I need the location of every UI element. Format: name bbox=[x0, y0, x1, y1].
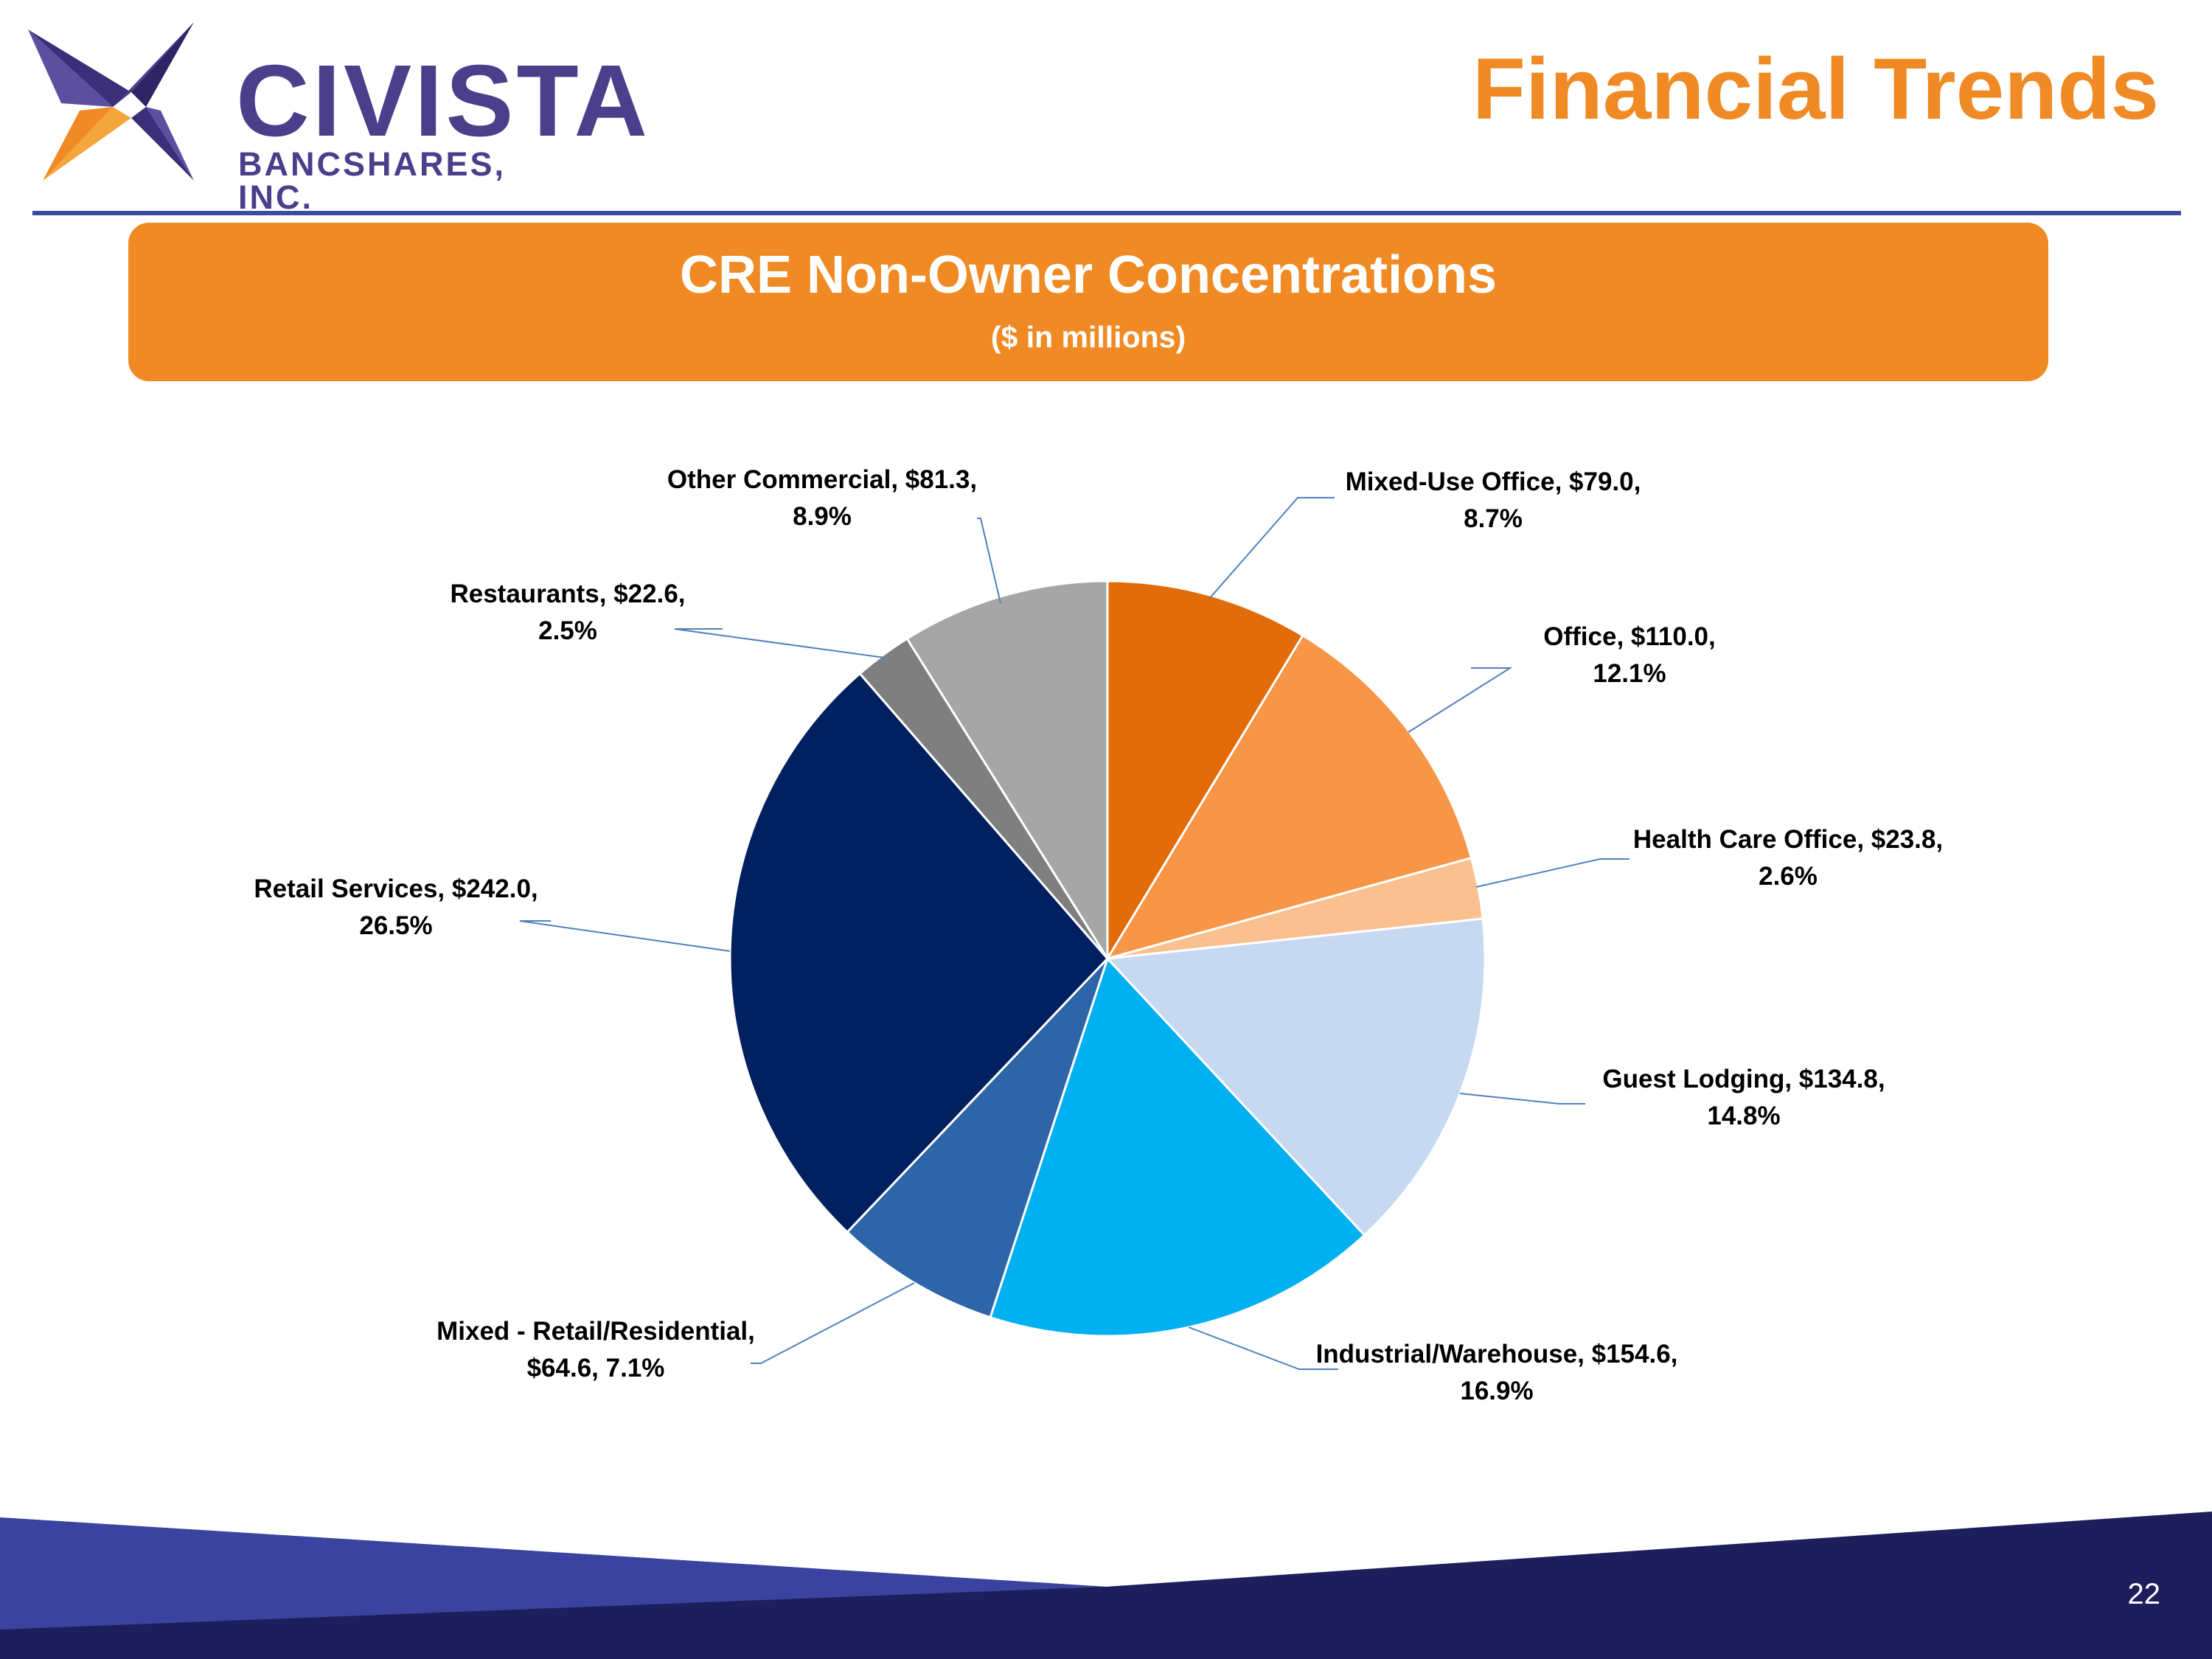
pie-slice-office bbox=[1105, 633, 1473, 961]
page-title: Financial Trends bbox=[1472, 41, 2159, 138]
leader-line bbox=[1408, 667, 1513, 733]
pie-slice-mixed-use-office bbox=[1106, 580, 1304, 963]
footer-band bbox=[0, 1512, 2212, 1659]
chart-title-banner: CRE Non-Owner Concentrations ($ in milli… bbox=[128, 223, 2048, 381]
leader-line bbox=[1459, 1093, 1585, 1105]
logo-star-icon bbox=[28, 22, 194, 181]
chart-subtitle: ($ in millions) bbox=[990, 320, 1186, 354]
data-label: Other Commercial, $81.3, 8.9% bbox=[667, 465, 977, 531]
pie-slice-industrial-warehouse bbox=[989, 956, 1366, 1338]
leader-line bbox=[751, 1282, 915, 1364]
footer-band-mid bbox=[0, 1517, 1106, 1630]
leader-line bbox=[519, 920, 731, 952]
data-label: Industrial/Warehouse, $154.6, 16.9% bbox=[1316, 1340, 1678, 1405]
pie-slice-retail-services bbox=[728, 672, 1110, 1234]
logo-wordmark: CIVISTA bbox=[236, 44, 651, 158]
data-label: Health Care Office, $23.8, 2.6% bbox=[1633, 825, 1943, 891]
data-label: Mixed - Retail/Residential, $64.6, 7.1% bbox=[437, 1317, 755, 1382]
footer-band-dark bbox=[0, 1512, 2212, 1659]
page-number: 22 bbox=[2127, 1578, 2161, 1610]
logo-subtitle: BANCSHARES, INC. bbox=[238, 145, 507, 216]
leader-line bbox=[1188, 1326, 1338, 1370]
data-label: Office, $110.0, 12.1% bbox=[1543, 622, 1715, 688]
header-divider bbox=[32, 211, 2181, 215]
pie-chart: Mixed-Use Office, $79.0, 8.7% Office, $110… bbox=[254, 465, 1943, 1405]
leader-line bbox=[674, 628, 886, 658]
chart-title: CRE Non-Owner Concentrations bbox=[679, 246, 1498, 305]
pie-slice-guest-lodging bbox=[1105, 917, 1486, 1237]
data-label: Guest Lodging, $134.8, 14.8% bbox=[1602, 1065, 1885, 1130]
data-label: Restaurants, $22.6, 2.5% bbox=[450, 580, 685, 645]
leader-line bbox=[1475, 858, 1630, 888]
data-label: Retail Services, $242.0, 26.5% bbox=[254, 874, 538, 940]
pie-slice-other-commercial bbox=[905, 580, 1109, 963]
leader-line bbox=[977, 518, 1001, 604]
data-label: Mixed-Use Office, $79.0, 8.7% bbox=[1346, 467, 1641, 533]
leader-line bbox=[1208, 497, 1335, 599]
company-logo: CIVISTA BANCSHARES, INC. bbox=[28, 22, 647, 214]
